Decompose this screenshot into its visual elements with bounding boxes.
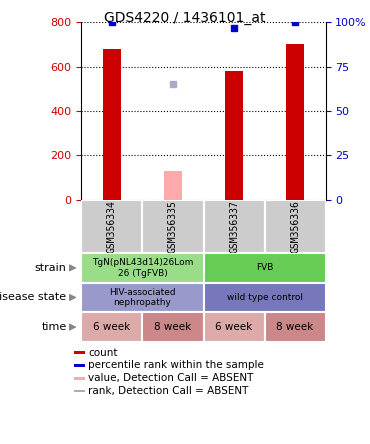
Bar [204,253,326,283]
Text: 6 week: 6 week [93,322,131,332]
Bar [81,312,142,342]
Bar [74,351,85,354]
Bar [74,389,85,392]
Text: FVB: FVB [256,263,273,272]
Text: rank, Detection Call = ABSENT: rank, Detection Call = ABSENT [88,386,248,396]
Text: wild type control: wild type control [226,293,303,302]
Text: disease state: disease state [0,293,67,302]
Text: strain: strain [35,263,67,273]
Text: value, Detection Call = ABSENT: value, Detection Call = ABSENT [88,373,253,383]
Text: GDS4220 / 1436101_at: GDS4220 / 1436101_at [104,11,266,25]
Bar [204,200,265,253]
Bar [204,312,265,342]
Bar [225,71,243,200]
Text: GSM356335: GSM356335 [168,200,178,253]
Bar [142,312,204,342]
Text: percentile rank within the sample: percentile rank within the sample [88,361,264,370]
Bar [204,283,326,312]
Text: 8 week: 8 week [154,322,192,332]
Text: GSM356334: GSM356334 [107,200,117,253]
Text: 6 week: 6 week [215,322,253,332]
Text: count: count [88,348,117,358]
Bar [74,364,85,367]
Bar [103,49,121,200]
Text: 8 week: 8 week [276,322,314,332]
Bar [265,200,326,253]
Bar [286,44,304,200]
Bar [74,377,85,380]
Bar [81,253,204,283]
Text: GSM356336: GSM356336 [290,200,300,253]
Text: time: time [41,322,67,332]
Bar [81,283,204,312]
Bar [164,171,182,200]
Text: TgN(pNL43d14)26Lom
26 (TgFVB): TgN(pNL43d14)26Lom 26 (TgFVB) [92,258,193,278]
Bar [81,200,142,253]
Text: GSM356337: GSM356337 [229,200,239,253]
Bar [142,200,204,253]
Bar [265,312,326,342]
Text: HIV-associated
nephropathy: HIV-associated nephropathy [109,288,176,307]
